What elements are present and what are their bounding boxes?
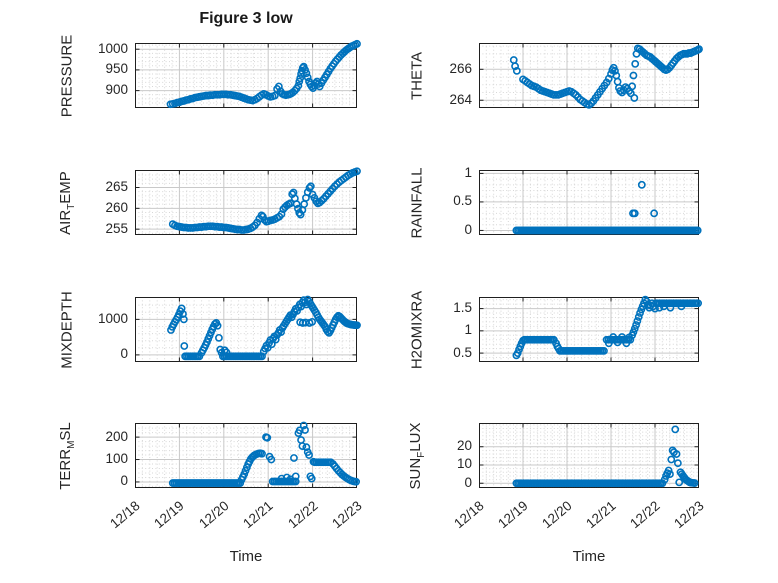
data-points — [167, 295, 361, 361]
x-tick-label: 12/19 — [151, 498, 188, 532]
data-points — [166, 39, 361, 109]
x-tick-label: 12/20 — [539, 498, 575, 532]
y-axis-label-h2omixra: H2OMIXRA — [408, 290, 426, 369]
axes-box — [135, 43, 357, 108]
x-tick-label: 12/21 — [583, 498, 619, 532]
y-tick-label: 0 — [464, 474, 472, 490]
plot-area-terrmsl — [135, 421, 361, 488]
x-tick-label: 12/20 — [195, 498, 232, 532]
subplot-mixdepth: 0 1000 MIXDEPTH — [59, 291, 361, 368]
y-tick-label: 264 — [449, 91, 472, 107]
data-points — [512, 180, 702, 235]
plot-area-h2omixra — [479, 295, 703, 362]
y-axis-label-airtemp: AIRTEMP — [57, 170, 77, 235]
x-tick-label: 12/18 — [107, 498, 143, 532]
plot-area-pressure — [135, 39, 361, 109]
y-axis-label-pressure: PRESSURE — [58, 34, 76, 117]
y-tick-label: 100 — [105, 451, 128, 467]
plot-area-mixdepth — [135, 295, 361, 362]
y-axis-label-terrmsl: TERRMSL — [57, 421, 77, 490]
y-tick-label: 0 — [120, 473, 128, 489]
y-tick-label: 255 — [105, 220, 128, 236]
data-points — [168, 167, 361, 234]
y-tick-label: 10 — [456, 456, 472, 472]
axes-box — [135, 170, 357, 235]
axes-box — [135, 297, 357, 362]
figure-title: Figure 3 low — [199, 10, 293, 27]
y-tick-label: 0.5 — [453, 344, 472, 360]
y-tick-label: 200 — [105, 428, 128, 444]
axes-box — [479, 297, 699, 362]
y-tick-label: 266 — [449, 60, 472, 76]
minor-grid — [479, 43, 699, 108]
y-tick-label: 0 — [120, 346, 128, 362]
subplot-airtemp: 255 260 265 AIRTEMP — [57, 167, 361, 236]
y-tick-label: 1 — [464, 322, 472, 338]
subplot-rainfall: 0 0.5 1 RAINFALL — [409, 165, 702, 238]
y-tick-label: 0.5 — [453, 193, 472, 209]
y-tick-label: 1000 — [97, 310, 128, 326]
y-tick-label: 950 — [105, 61, 128, 77]
subplot-theta: 264 266 THETA — [409, 43, 703, 109]
minor-grid — [479, 423, 699, 488]
x-tick-label: 12/18 — [451, 498, 487, 532]
plot-area-sunflux — [479, 423, 699, 488]
plot-area-rainfall — [479, 170, 702, 235]
x-tick-label: 12/22 — [284, 498, 321, 532]
subplot-pressure: 900 950 1000 PRESSURE — [59, 34, 361, 117]
subplot-terrmsl: 0 100 200 TERRMSL 12/18 12/19 12/20 12/21 12/22 1… — [57, 421, 365, 531]
y-axis-label-sunflux: SUNFLUX — [407, 422, 427, 489]
y-tick-label: 1.5 — [453, 300, 472, 316]
plot-area-airtemp — [135, 167, 361, 235]
minor-grid — [135, 43, 357, 108]
x-tick-label: 12/22 — [627, 498, 663, 532]
minor-grid — [135, 170, 357, 235]
y-axis-label-theta: THETA — [408, 51, 426, 100]
x-tick-label: 12/23 — [671, 498, 707, 532]
x-tick-label: 12/19 — [495, 498, 531, 532]
y-tick-label: 20 — [456, 438, 472, 454]
data-points — [168, 421, 361, 487]
minor-grid — [479, 297, 699, 362]
subplot-sunflux: 0 10 20 SUNFLUX 12/18 12/19 12/20 12/21 12/22 12/… — [407, 422, 707, 531]
x-tick-label: 12/21 — [240, 498, 276, 532]
x-axis-label-left: Time — [229, 548, 263, 565]
y-tick-label: 260 — [105, 199, 128, 215]
y-tick-label: 1000 — [97, 40, 128, 56]
minor-grid — [135, 297, 357, 362]
data-points — [512, 425, 699, 488]
x-tick-label: 12/23 — [329, 498, 365, 532]
axes-box — [135, 423, 357, 488]
x-axis-label-right: Time — [572, 548, 606, 565]
y-tick-label: 900 — [105, 82, 128, 98]
y-axis-label-rainfall: RAINFALL — [408, 167, 426, 238]
data-points — [512, 295, 703, 360]
y-axis-label-mixdepth: MIXDEPTH — [58, 290, 76, 369]
data-points — [509, 44, 703, 109]
subplot-h2omixra: 0.5 1 1.5 H2OMIXRA — [409, 290, 703, 369]
plot-area-theta — [479, 43, 703, 109]
y-tick-label: 265 — [105, 179, 128, 194]
y-tick-label: 0 — [464, 221, 472, 237]
minor-grid — [479, 170, 699, 235]
y-tick-label: 1 — [464, 164, 472, 180]
